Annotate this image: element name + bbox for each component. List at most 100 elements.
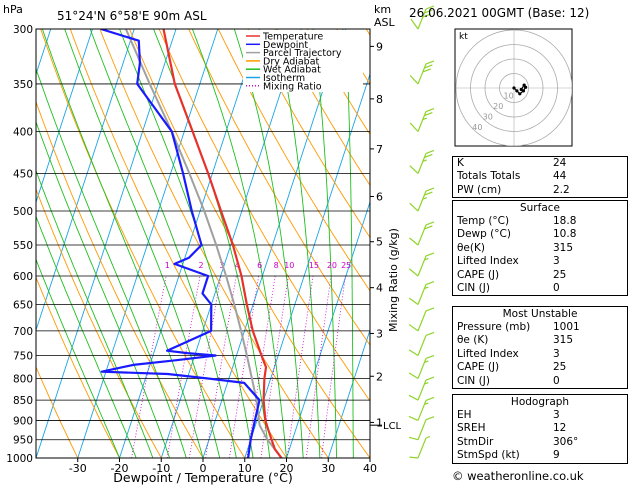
mixing-ratio-label: 25	[341, 261, 351, 270]
wind-barb-flag	[422, 68, 432, 73]
isotherm-line	[286, 200, 370, 458]
wind-barb-flag	[425, 376, 435, 381]
mixing-ratio-label: 10	[284, 261, 294, 270]
pressure-tick-label: 400	[13, 127, 33, 139]
x-tick-label: 20	[280, 462, 294, 475]
wind-barb-halfflag	[422, 159, 428, 163]
wind-barb	[409, 221, 435, 246]
hodograph-point	[522, 83, 526, 87]
pressure-tick-label: 800	[13, 373, 33, 385]
wind-barb-shaft	[417, 224, 427, 246]
temperature-line	[162, 29, 283, 458]
wind-barb-halfflag	[422, 117, 428, 121]
dry-adiabat-line	[277, 29, 370, 187]
hodograph-ring-label: 40	[472, 123, 482, 132]
pressure-tick-label: 300	[13, 24, 33, 36]
x-tick-label: 30	[321, 462, 335, 475]
wind-barb-staff	[408, 297, 419, 305]
km-tick-label: 4	[376, 282, 383, 295]
dewpoint-line	[100, 29, 261, 458]
pressure-tick-label: 600	[13, 271, 33, 283]
wind-barb-flag	[422, 13, 432, 18]
index-value: 44	[553, 170, 567, 183]
mixing-ratio-line	[305, 275, 332, 458]
wind-barb-shaft	[417, 437, 427, 459]
wind-barb-flag	[425, 107, 435, 113]
legend-entry: Dewpoint	[263, 40, 308, 51]
pressure-tick-label: 850	[13, 395, 33, 407]
wind-barb-staff	[409, 456, 419, 459]
location-label: 51°24'N 6°58'E 90m ASL	[57, 9, 207, 23]
legend-box	[243, 30, 363, 92]
wind-barb	[408, 354, 435, 379]
wind-barb-halfflag	[424, 286, 429, 290]
wind-barb-flag	[425, 5, 435, 10]
index-value: 24	[553, 157, 567, 169]
wind-barb	[410, 5, 435, 30]
wind-barb-shaft	[417, 255, 427, 277]
mixing-ratio-label: 15	[309, 261, 319, 270]
pressure-tick-label: 1000	[6, 453, 33, 465]
dry-adiabat-line	[129, 29, 370, 458]
y2-axis-label: Mixing Ratio (g/kg)	[387, 228, 400, 332]
wind-barbs	[408, 5, 435, 459]
mixing-ratio-line	[229, 275, 260, 458]
wind-barb	[409, 149, 435, 174]
most-unstable-panel: Most Unstable Pressure (mb) 1001 θe (K) 31…	[452, 306, 628, 389]
dry-adiabat-line	[247, 29, 370, 239]
pressure-tick-label: 900	[13, 415, 33, 427]
wind-barb-flag	[425, 307, 435, 312]
mixing-ratio-line	[321, 275, 346, 458]
wind-barb-shaft	[417, 284, 427, 305]
isotherm-line	[119, 29, 260, 458]
pressure-tick-label: 650	[13, 300, 33, 312]
wind-barb-flag	[425, 280, 435, 286]
hodograph-point	[519, 87, 523, 92]
wind-barb-staff	[408, 372, 419, 379]
wind-barb-shaft	[417, 335, 427, 356]
wind-barb-flag	[424, 191, 433, 196]
wind-barb-shaft	[417, 419, 427, 440]
mixing-ratio-line	[205, 275, 237, 458]
km-tick-label: 5	[376, 236, 383, 249]
dry-adiabat-line	[99, 29, 329, 458]
wind-barb-staff	[410, 18, 419, 30]
wind-barb-shaft	[417, 358, 427, 379]
km-tick-label: 8	[376, 93, 383, 106]
wind-barb-flag	[425, 187, 435, 192]
isotherm-line	[202, 29, 344, 458]
wind-barb-shaft	[417, 153, 427, 174]
wind-barb-flag	[425, 416, 435, 421]
wind-barb-staff	[408, 394, 419, 401]
wind-barb-shaft	[417, 63, 427, 85]
wind-barb-staff	[408, 415, 419, 422]
wind-barb-flag	[424, 9, 433, 14]
wind-barb-shaft	[417, 111, 427, 132]
x-tick-label: -10	[152, 462, 170, 475]
wind-barb-halfflag	[424, 360, 429, 364]
date-label: 26.06.2021 00GMT (Base: 12)	[409, 6, 590, 20]
parcel-trajectory-line	[124, 29, 283, 458]
dry-adiabat-line	[217, 29, 370, 292]
mixing-ratio-label: 2	[199, 261, 204, 270]
wet-adiabat-line	[369, 409, 370, 458]
dry-adiabat-line	[188, 29, 370, 346]
km-tick-label: 1	[376, 416, 383, 429]
legend-entry: Parcel Trajectory	[263, 48, 342, 59]
surface-title: Surface	[519, 202, 560, 214]
mixing-ratio-line	[166, 275, 201, 458]
wind-barb-halfflag	[424, 402, 429, 406]
mixing-ratio-line	[246, 275, 276, 458]
index-label: Totals Totals	[457, 170, 521, 183]
isotherm-line	[36, 29, 177, 458]
km-tick-label: 9	[376, 40, 383, 53]
wind-barb-halfflag	[422, 196, 428, 200]
pressure-tick-label: 950	[13, 435, 33, 447]
hodograph-ring-label: 30	[483, 112, 493, 121]
hodograph-ring-label: 10	[504, 91, 514, 100]
isotherm-line	[77, 29, 219, 458]
wind-barb-shaft	[417, 400, 427, 421]
legend-entry: Temperature	[262, 32, 323, 43]
